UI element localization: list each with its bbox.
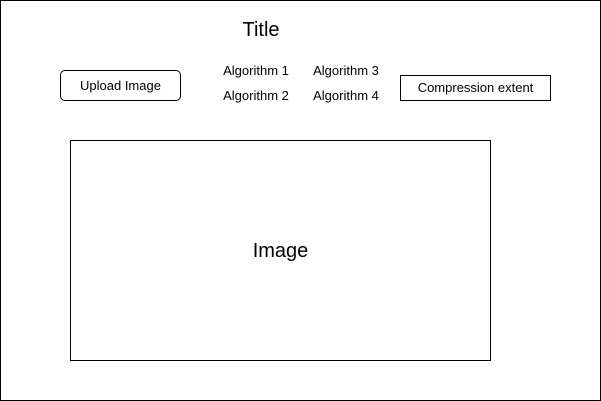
compression-extent-control[interactable]: Compression extent — [400, 75, 551, 101]
algorithm-option-2[interactable]: Algorithm 2 — [223, 88, 289, 103]
image-display-area: Image — [70, 140, 491, 361]
algorithm-option-3[interactable]: Algorithm 3 — [313, 63, 379, 78]
image-placeholder-label: Image — [252, 240, 309, 262]
algorithm-option-4[interactable]: Algorithm 4 — [313, 88, 379, 103]
algorithm-option-1[interactable]: Algorithm 1 — [223, 63, 289, 78]
page-title: Title — [242, 19, 280, 41]
upload-image-button[interactable]: Upload Image — [60, 70, 181, 101]
